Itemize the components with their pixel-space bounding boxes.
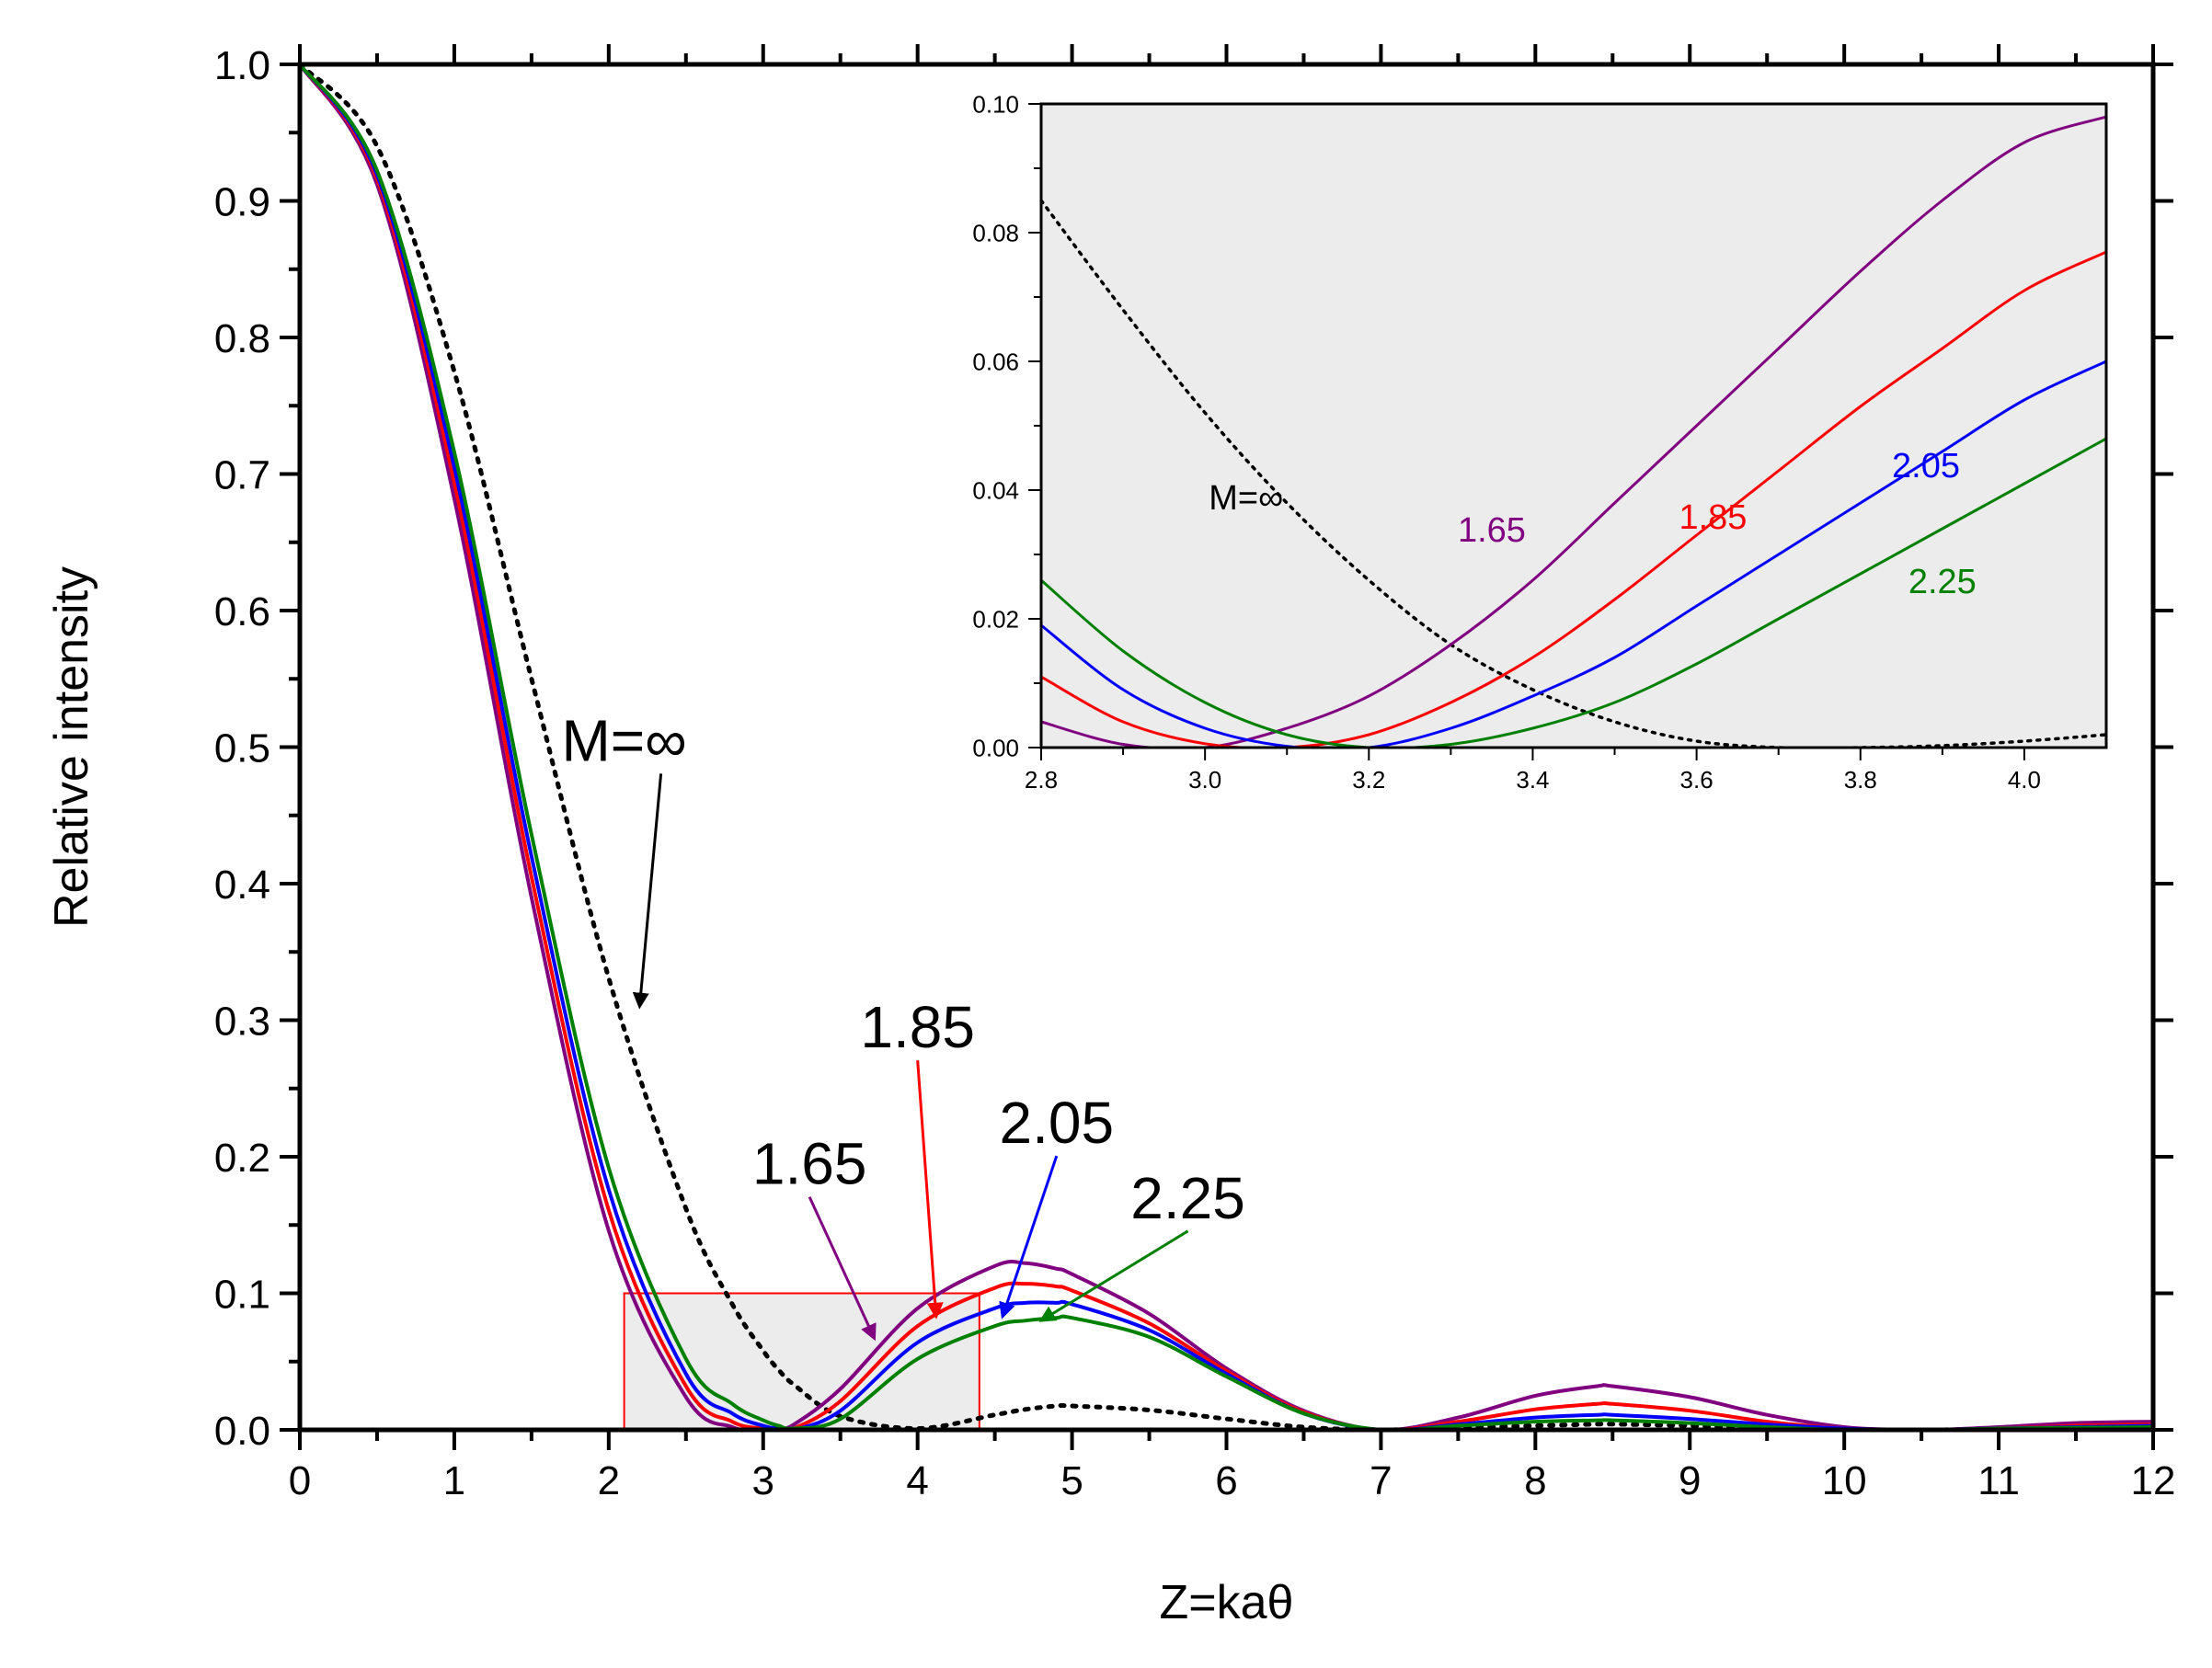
main-series-line-1-85: [300, 63, 2153, 1430]
main-y-tick-label: 0.1: [214, 1272, 270, 1317]
main-series-line-2-05: [300, 63, 2153, 1430]
main-y-tick-label: 0.8: [214, 316, 270, 361]
main-x-tick-label: 0: [289, 1458, 311, 1503]
annotation-label-2-25: 2.25: [1130, 1165, 1245, 1231]
main-x-tick-label: 8: [1524, 1458, 1546, 1503]
annotation-arrow-2-25: [1038, 1229, 1189, 1322]
main-y-tick-label: 0.0: [214, 1409, 270, 1454]
main-y-tick-label: 0.5: [214, 725, 270, 771]
main-x-tick-label: 7: [1370, 1458, 1392, 1503]
inset-y-tick-label: 0.10: [972, 90, 1019, 118]
main-y-tick-label: 1.0: [214, 43, 270, 88]
annotation-arrow-1-85: [916, 1060, 944, 1320]
annotation-arrow-2-05: [999, 1155, 1059, 1320]
main-x-tick-label: 5: [1060, 1458, 1083, 1503]
inset-series-line-2-05: [1041, 360, 2106, 748]
inset-y-tick-label: 0.02: [972, 605, 1019, 633]
main-x-tick-label: 12: [2131, 1458, 2176, 1503]
inset-x-tick-label: 3.4: [1516, 766, 1549, 794]
main-x-tick-label: 6: [1215, 1458, 1237, 1503]
main-y-tick-label: 0.7: [214, 452, 270, 497]
main-x-tick-label: 2: [598, 1458, 620, 1503]
inset-x-tick-label: 2.8: [1025, 766, 1058, 794]
main-x-tick-label: 3: [752, 1458, 774, 1503]
annotation-label-2-05: 2.05: [1000, 1090, 1115, 1156]
inset-x-tick-label: 4.0: [2008, 766, 2041, 794]
main-x-tick-label: 1: [443, 1458, 465, 1503]
main-y-tick-label: 0.3: [214, 999, 270, 1044]
main-y-tick-label: 0.2: [214, 1136, 270, 1181]
inset-x-tick-label: 3.0: [1188, 766, 1221, 794]
inset-series-label-2-25: 2.25: [1908, 563, 1977, 601]
main-x-tick-label: 9: [1679, 1458, 1701, 1503]
main-series-line-1-65: [300, 63, 2153, 1430]
inset-series-label-1-85: 1.85: [1679, 498, 1747, 537]
inset-plot-area: [1041, 104, 2106, 748]
main-y-tick-label: 0.6: [214, 589, 270, 634]
annotation-label-m: M=∞: [561, 707, 686, 773]
inset-series-label-2-05: 2.05: [1892, 447, 1960, 486]
inset-y-tick-label: 0.04: [972, 476, 1019, 504]
annotation-label-1-65: 1.65: [752, 1131, 867, 1197]
annotation-arrow-m: [632, 773, 663, 1010]
main-x-tick-label: 11: [1977, 1458, 2020, 1503]
main-y-axis-title: Relative intensity: [45, 566, 98, 928]
inset-x-tick-label: 3.2: [1352, 766, 1385, 794]
inset-y-tick-label: 0.00: [972, 734, 1019, 761]
inset-series-line-1-85: [1041, 250, 2106, 748]
main-y-tick-label: 0.9: [214, 179, 270, 224]
annotation-arrow-1-65: [808, 1196, 877, 1342]
main-x-tick-label: 10: [1822, 1458, 1867, 1503]
inset-plot-panel: 2.8 3.0 3.2 3.4 3.6 3.8 4.0 0.00 0.02 0.04 0.06 0.0…: [972, 90, 2108, 794]
inset-y-tick-label: 0.06: [972, 348, 1019, 375]
inset-x-tick-label: 3.6: [1680, 766, 1713, 794]
inset-series-line-2-25: [1041, 437, 2106, 748]
inset-y-tick-label: 0.08: [972, 219, 1019, 246]
annotation-label-1-85: 1.85: [860, 994, 975, 1060]
inset-series-line-1-65: [1041, 115, 2106, 748]
main-x-axis-title: Z=kaθ: [1160, 1576, 1294, 1629]
main-y-tick-label: 0.4: [214, 863, 270, 908]
main-x-tick-label: 4: [906, 1458, 928, 1503]
inset-series-label-m: M=∞: [1209, 479, 1283, 518]
inset-series-label-1-65: 1.65: [1458, 511, 1526, 550]
inset-x-tick-label: 3.8: [1844, 766, 1877, 794]
